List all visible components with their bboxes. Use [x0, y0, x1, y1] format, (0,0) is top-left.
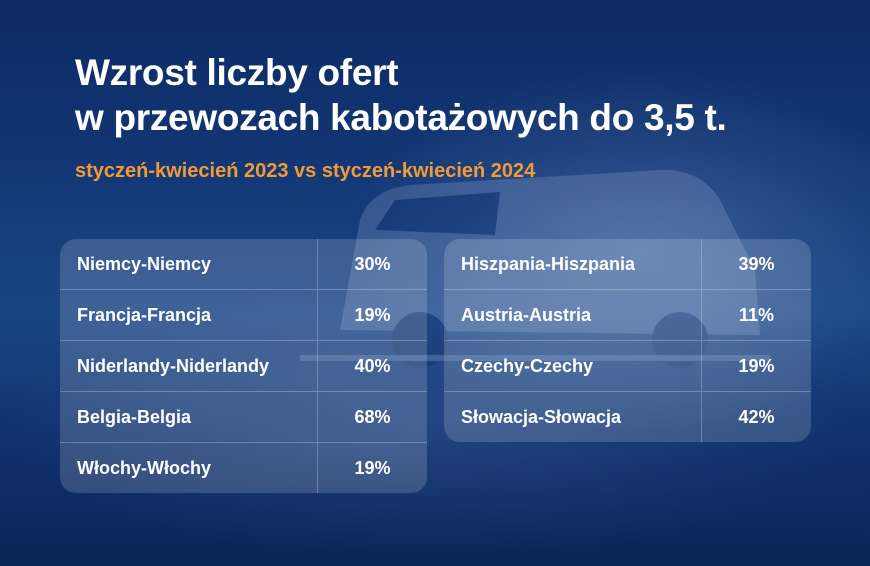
table-row: Francja-Francja 19%: [60, 289, 427, 340]
table-row: Niemcy-Niemcy 30%: [60, 239, 427, 289]
title-line-2: w przewozach kabotażowych do 3,5 t.: [75, 97, 727, 138]
growth-value: 19%: [354, 304, 391, 325]
growth-value: 19%: [738, 355, 775, 376]
route-name: Austria-Austria: [444, 290, 702, 340]
growth-value: 11%: [738, 304, 775, 325]
route-name: Czechy-Czechy: [444, 341, 702, 391]
table-row: Włochy-Włochy 19%: [60, 442, 427, 493]
table-row: Czechy-Czechy 19%: [444, 340, 811, 391]
growth-value: 40%: [354, 355, 391, 376]
table-row: Hiszpania-Hiszpania 39%: [444, 239, 811, 289]
table-row: Belgia-Belgia 68%: [60, 391, 427, 442]
route-name: Niemcy-Niemcy: [60, 239, 318, 289]
table-row: Słowacja-Słowacja 42%: [444, 391, 811, 442]
period-subtitle: styczeń-kwiecień 2023 vs styczeń-kwiecie…: [75, 160, 536, 182]
route-name: Niderlandy-Niderlandy: [60, 341, 318, 391]
background-van-illustration: [300, 169, 770, 368]
route-name: Belgia-Belgia: [60, 392, 318, 442]
growth-table-right: Hiszpania-Hiszpania 39% Austria-Austria …: [444, 239, 811, 442]
route-name: Hiszpania-Hiszpania: [444, 239, 702, 289]
route-name: Włochy-Włochy: [60, 443, 318, 493]
growth-value: 19%: [354, 457, 391, 478]
growth-value: 39%: [738, 253, 775, 274]
title-line-1: Wzrost liczby ofert: [75, 52, 399, 93]
table-row: Niderlandy-Niderlandy 40%: [60, 340, 427, 391]
growth-table-left: Niemcy-Niemcy 30% Francja-Francja 19% Ni…: [60, 239, 427, 493]
growth-value: 42%: [738, 406, 775, 427]
route-name: Francja-Francja: [60, 290, 318, 340]
table-row: Austria-Austria 11%: [444, 289, 811, 340]
growth-value: 30%: [354, 253, 391, 274]
route-name: Słowacja-Słowacja: [444, 392, 702, 442]
page-title: Wzrost liczby ofert w przewozach kabotaż…: [75, 50, 727, 140]
growth-value: 68%: [354, 406, 391, 427]
